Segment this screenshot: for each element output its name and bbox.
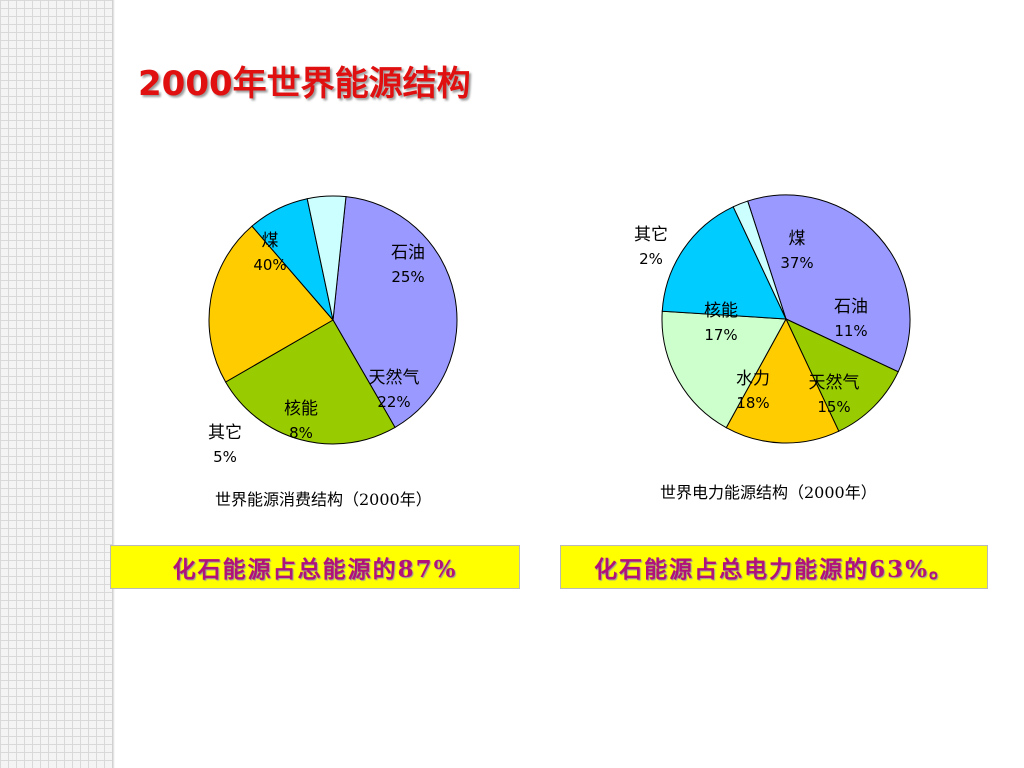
- slice-label-oil: 石油: [391, 243, 425, 263]
- pie-slice-nuclear: [661, 206, 787, 320]
- slice-value-other: 5%: [213, 448, 237, 466]
- pie-slice-oil: [784, 317, 899, 432]
- energy-consumption-pie: 煤 40% 石油 25% 天然气 22% 核能 8% 其它 5%: [208, 195, 458, 466]
- slice-value-coal: 40%: [253, 256, 286, 274]
- pie-slice-other: [306, 195, 347, 321]
- slice-label-coal: 煤: [262, 231, 279, 251]
- strip-divider: [112, 0, 115, 768]
- pie-slice-coal: [747, 194, 911, 373]
- pie-slice-hydro: [661, 310, 787, 429]
- energy-consumption-caption: 世界能源消费结构（2000年）: [215, 490, 432, 509]
- slice-label-natural-gas: 天然气: [809, 373, 860, 393]
- fossil-share-note-left: 化石能源占总能源的87%: [110, 545, 520, 589]
- slice-label-natural-gas: 天然气: [369, 368, 420, 388]
- electricity-sources-pie: 煤 37% 石油 11% 天然气 15% 水力 18% 核能 17% 其它 2%: [634, 194, 911, 444]
- slice-value-natural-gas: 22%: [377, 393, 410, 411]
- slice-value-nuclear: 17%: [704, 326, 737, 344]
- electricity-sources-caption: 世界电力能源结构（2000年）: [660, 483, 877, 502]
- pie-slice-coal: [332, 196, 458, 429]
- slice-label-nuclear: 核能: [704, 301, 738, 321]
- slice-label-oil: 石油: [834, 297, 868, 317]
- slice-label-nuclear: 核能: [284, 399, 318, 419]
- slice-value-coal: 37%: [780, 254, 813, 272]
- pie-slice-natural-gas: [208, 225, 334, 383]
- pie-slice-other: [732, 200, 787, 320]
- slice-value-natural-gas: 15%: [817, 398, 850, 416]
- slice-value-oil: 25%: [391, 268, 424, 286]
- slice-label-coal: 煤: [789, 229, 806, 249]
- slice-label-hydro: 水力: [736, 369, 770, 389]
- slice-value-nuclear: 8%: [289, 424, 313, 442]
- slice-label-other: 其它: [208, 423, 242, 443]
- slide-title: 2000年世界能源结构: [138, 64, 471, 104]
- pie-slice-natural-gas: [725, 317, 840, 444]
- fossil-share-note-right: 化石能源占总电力能源的63%。: [560, 545, 988, 589]
- slice-value-hydro: 18%: [736, 394, 769, 412]
- slice-label-other: 其它: [634, 225, 668, 245]
- decorative-grid-strip: [0, 0, 112, 768]
- slice-value-other: 2%: [639, 250, 663, 268]
- pie-slice-oil: [224, 319, 396, 445]
- slice-value-oil: 11%: [834, 322, 867, 340]
